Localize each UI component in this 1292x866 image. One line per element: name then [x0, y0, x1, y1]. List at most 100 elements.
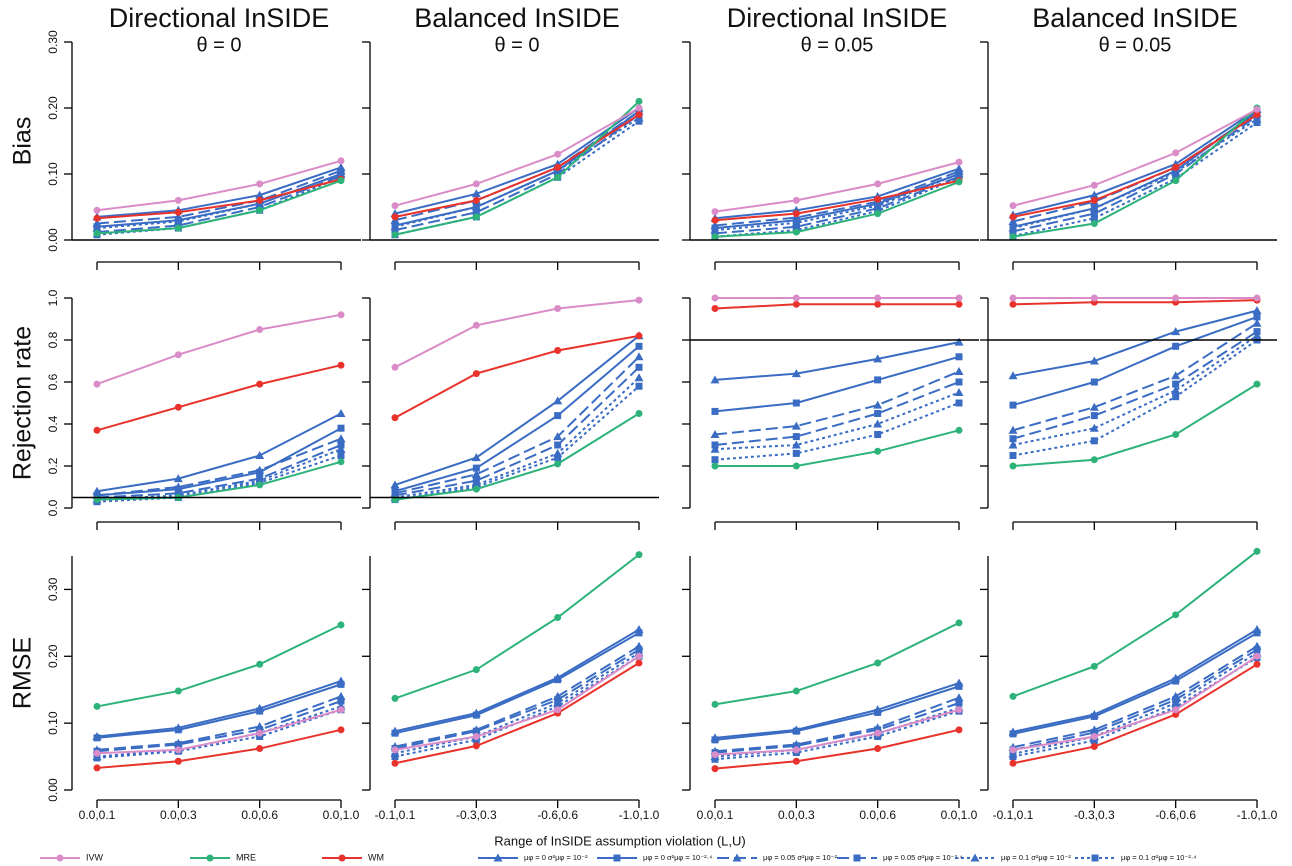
series-line: [394, 385, 640, 501]
marker: [472, 711, 480, 719]
marker: [336, 444, 346, 453]
series-line: [715, 429, 960, 467]
marker: [174, 224, 182, 232]
series-line: [394, 553, 640, 700]
marker: [710, 444, 720, 453]
series-line: [96, 179, 342, 235]
marker: [792, 196, 800, 204]
marker: [391, 414, 399, 422]
panel-title: Balanced InSIDE: [1032, 3, 1238, 33]
series-line: [96, 313, 342, 386]
series-line: [96, 412, 342, 493]
marker: [174, 403, 182, 411]
marker: [256, 380, 264, 388]
series-line: [394, 107, 640, 207]
marker: [391, 694, 399, 702]
marker: [554, 163, 562, 171]
marker: [1171, 327, 1181, 336]
marker: [1253, 629, 1261, 637]
x-tick-label: 0.0,1.0: [941, 808, 978, 822]
series-line: [96, 708, 342, 755]
marker: [472, 213, 480, 221]
marker: [1090, 737, 1098, 745]
marker: [711, 305, 719, 312]
marker: [1253, 294, 1261, 302]
marker: [634, 373, 644, 382]
marker: [792, 433, 800, 441]
marker: [874, 729, 882, 737]
marker: [92, 223, 102, 232]
series-line: [394, 645, 640, 748]
panel-subtitle: θ = 0.05: [801, 34, 874, 56]
marker: [792, 757, 800, 765]
marker: [391, 746, 399, 754]
series-line: [714, 303, 959, 310]
marker: [635, 332, 643, 340]
marker: [256, 729, 264, 737]
legend-label: μφ = 0 σ²μφ = 10⁻²·⁴: [643, 853, 712, 862]
series-line: [394, 632, 640, 735]
x-axis-label: Range of InSIDE assumption violation (L,…: [494, 833, 745, 848]
panel-title: Directional InSIDE: [727, 3, 948, 33]
marker: [955, 706, 963, 714]
marker: [1089, 203, 1099, 212]
x-tick-label: -0.1,0.1: [993, 808, 1034, 822]
legend-marker: [206, 854, 214, 862]
marker: [390, 222, 400, 231]
series-line: [96, 448, 342, 501]
x-tick-label: -1.0,1.0: [619, 808, 660, 822]
series-line: [1012, 628, 1258, 733]
marker: [1172, 342, 1180, 350]
y-tick-label: 0.00: [46, 228, 60, 252]
panel-title: Directional InSIDE: [109, 3, 330, 33]
marker: [1009, 401, 1017, 409]
legend-marker: [1091, 854, 1099, 862]
marker: [711, 751, 719, 759]
marker: [711, 456, 719, 464]
marker: [1009, 213, 1017, 221]
marker: [711, 216, 719, 224]
marker: [337, 424, 345, 432]
y-tick-label: 0.10: [46, 162, 60, 186]
marker: [955, 726, 963, 734]
series-line: [394, 100, 640, 236]
marker: [874, 708, 882, 716]
marker: [1090, 733, 1098, 741]
marker: [792, 449, 800, 457]
x-tick-label: 0.0,0.1: [697, 808, 734, 822]
series-line: [394, 366, 640, 497]
marker: [256, 326, 264, 333]
marker: [255, 451, 265, 459]
marker: [173, 482, 183, 491]
series-line: [1012, 663, 1258, 765]
series-line: [96, 708, 342, 759]
marker: [174, 741, 182, 749]
x-tick-label: -0.6,0.6: [537, 808, 578, 822]
marker: [873, 354, 883, 363]
series-line: [96, 427, 342, 497]
marker: [93, 764, 101, 772]
marker: [93, 426, 101, 434]
marker: [710, 220, 720, 229]
marker: [390, 480, 400, 489]
marker: [1090, 210, 1098, 218]
x-tick-label: 0.0,0.6: [241, 808, 278, 822]
marker: [1090, 456, 1098, 464]
marker: [554, 454, 562, 462]
marker: [337, 726, 345, 734]
marker: [93, 754, 101, 762]
series-line: [1012, 118, 1258, 230]
marker: [1253, 105, 1261, 113]
marker: [173, 217, 183, 226]
marker: [1090, 437, 1098, 445]
series-line: [714, 341, 960, 381]
series-line: [1012, 322, 1258, 432]
series-line: [1012, 121, 1258, 238]
marker: [93, 734, 101, 742]
series-line: [714, 381, 960, 446]
marker: [1090, 412, 1098, 420]
marker: [874, 745, 882, 753]
marker: [472, 733, 480, 741]
marker: [1171, 385, 1181, 394]
